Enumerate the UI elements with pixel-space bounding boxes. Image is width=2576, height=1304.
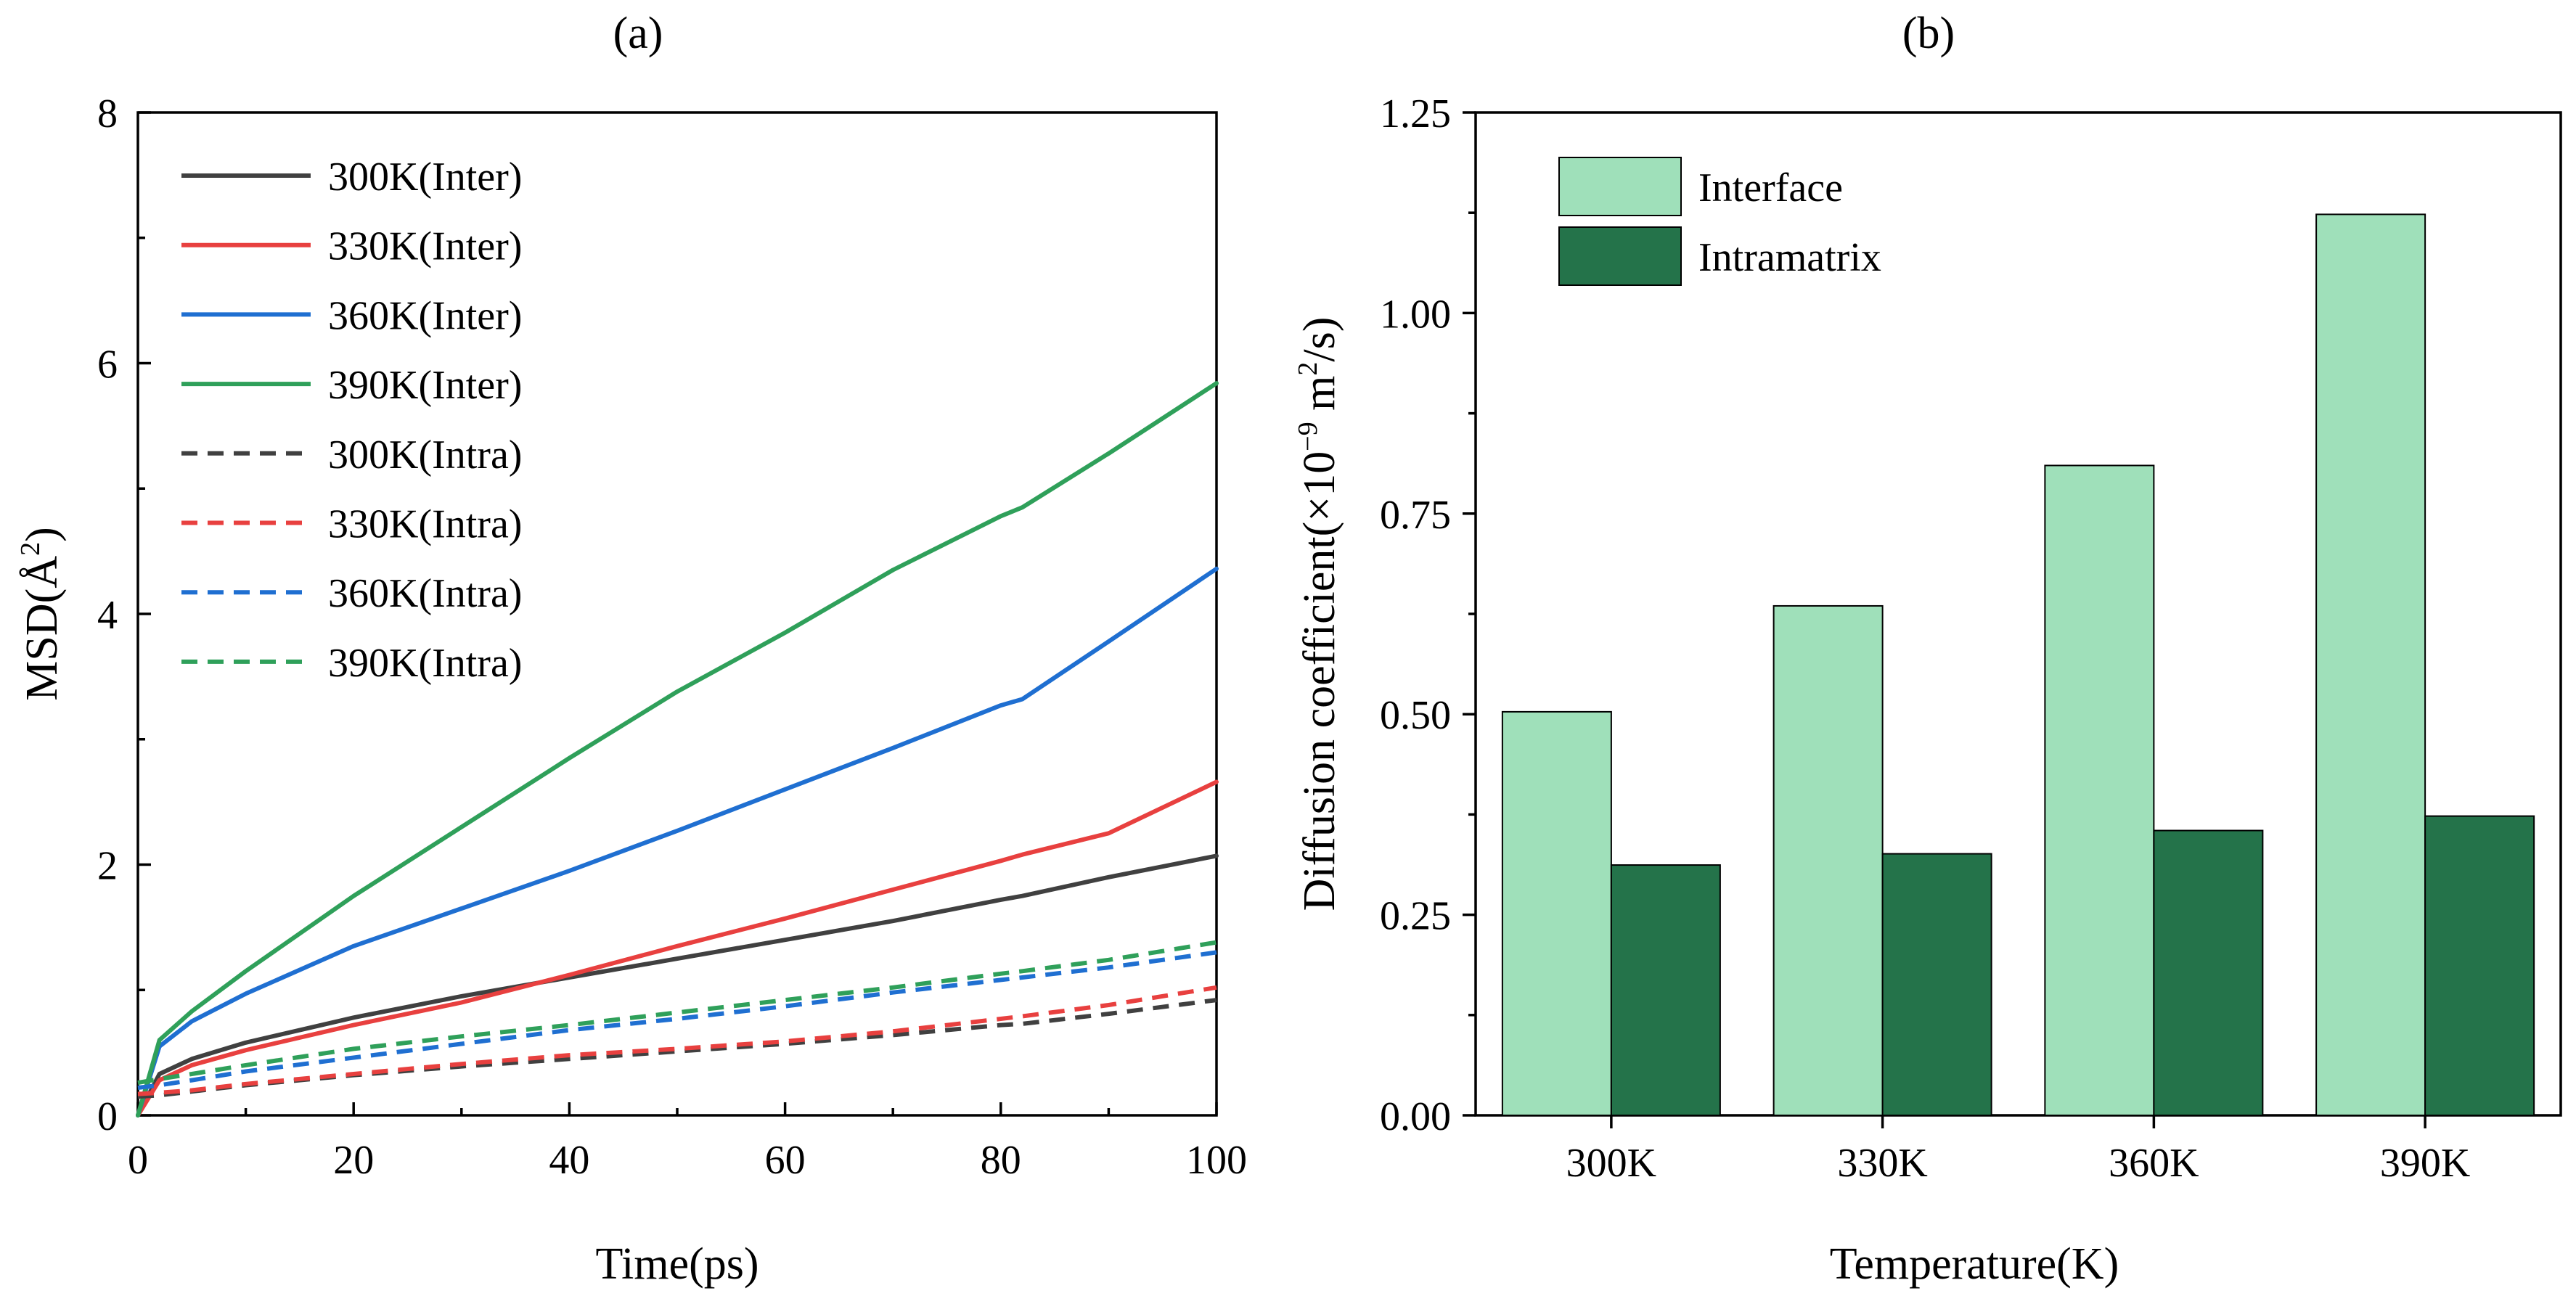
panel-a-x-tick-label: 0 bbox=[128, 1138, 148, 1183]
panel-a-x-tick-label: 100 bbox=[1186, 1138, 1247, 1183]
panel-b-y-tick-label: 0.25 bbox=[1380, 894, 1451, 939]
panel-b-x-tick-label: 330K bbox=[1837, 1141, 1927, 1186]
legend-swatch-intramatrix bbox=[1558, 226, 1682, 286]
series-line-390k-intra bbox=[137, 940, 1217, 1086]
bar-intramatrix-360k bbox=[2153, 829, 2264, 1116]
series-line-360k-intra bbox=[137, 950, 1217, 1090]
panel-a-x-tick-label: 40 bbox=[549, 1138, 589, 1183]
bar-intramatrix-300k bbox=[1610, 864, 1721, 1117]
panel-b-label: (b) bbox=[1902, 9, 1955, 58]
legend-label-360k-intra: 360K(Intra) bbox=[328, 571, 522, 616]
legend-label-intramatrix: Intramatrix bbox=[1698, 235, 1881, 280]
panel-a-series-group bbox=[136, 381, 1219, 1118]
legend-label-390k-inter: 390K(Inter) bbox=[328, 363, 522, 408]
panel-a-x-tick-label: 60 bbox=[765, 1138, 806, 1183]
panel-a-y-tick-label: 2 bbox=[97, 844, 118, 889]
panel-a-x-tick-label: 20 bbox=[333, 1138, 374, 1183]
legend-label-300k-inter: 300K(Inter) bbox=[328, 155, 522, 200]
series-line-360k-inter bbox=[136, 566, 1219, 1118]
panel-b-legend: Interface Intramatrix bbox=[1558, 157, 1881, 286]
panel-b-x-tick-label: 300K bbox=[1566, 1141, 1656, 1186]
panel-b-x-tick-label: 360K bbox=[2109, 1141, 2199, 1186]
panel-b-y-tick-label: 0.75 bbox=[1380, 493, 1451, 538]
panel-b-y-axis-title: Diffusion coefficient(×10−9 m2/s) bbox=[1293, 317, 1344, 911]
legend-label-360k-inter: 360K(Inter) bbox=[328, 293, 522, 338]
panel-b-y-tick-label: 1.00 bbox=[1380, 292, 1451, 337]
legend-label-330k-intra: 330K(Intra) bbox=[328, 502, 522, 547]
bar-interface-390k bbox=[2315, 213, 2426, 1116]
panel-a-legend: 300K(Inter) 330K(Inter) 360K(Inter) 390K(In… bbox=[181, 155, 522, 686]
panel-b-y-tick-label: 1.25 bbox=[1380, 91, 1451, 136]
legend-label-390k-intra: 390K(Intra) bbox=[328, 641, 522, 686]
panel-b-ticks: 0.00 0.25 0.50 0.75 1.00 1.25 300K 330K 360K 390K bbox=[1380, 91, 2470, 1186]
panel-a-label: (a) bbox=[613, 9, 663, 58]
bar-interface-330k bbox=[1772, 604, 1884, 1116]
panel-b-x-tick-label: 390K bbox=[2380, 1141, 2470, 1186]
legend-swatch-interface bbox=[1558, 157, 1682, 216]
panel-a-x-axis-title: Time(ps) bbox=[595, 1239, 759, 1289]
series-line-330k-inter bbox=[136, 779, 1219, 1118]
panel-b-bar-chart: (b) 0.00 0.25 0.50 0.75 1.00 1.25 300K 330K 360K… bbox=[1293, 9, 2562, 1289]
series-line-390k-inter bbox=[136, 381, 1219, 1118]
bar-intramatrix-390k bbox=[2424, 815, 2535, 1116]
panel-a-x-tick-label: 80 bbox=[981, 1138, 1021, 1183]
bar-intramatrix-330k bbox=[1881, 853, 1992, 1116]
bar-interface-360k bbox=[2044, 464, 2155, 1116]
legend-label-interface: Interface bbox=[1698, 165, 1843, 210]
panel-a-y-tick-label: 4 bbox=[97, 593, 118, 638]
panel-b-bars-group bbox=[1501, 213, 2535, 1117]
panel-a-y-tick-label: 0 bbox=[97, 1094, 118, 1139]
panel-a-y-axis-title: MSD(Å2) bbox=[15, 527, 67, 700]
series-line-300k-intra bbox=[137, 998, 1217, 1099]
panel-b-y-tick-label: 0.00 bbox=[1380, 1094, 1451, 1139]
legend-label-330k-inter: 330K(Inter) bbox=[328, 224, 522, 269]
panel-a-ticks: 0 20 40 60 80 100 0 2 4 6 8 bbox=[97, 91, 1247, 1183]
panel-b-x-axis-title: Temperature(K) bbox=[1830, 1239, 2119, 1289]
panel-b-y-tick-label: 0.50 bbox=[1380, 693, 1451, 738]
panel-a-y-tick-label: 8 bbox=[97, 91, 118, 136]
bar-interface-300k bbox=[1501, 710, 1612, 1116]
series-line-300k-inter bbox=[136, 853, 1219, 1118]
panel-a-y-tick-label: 6 bbox=[97, 343, 118, 387]
series-line-330k-intra bbox=[137, 985, 1217, 1096]
legend-label-300k-intra: 300K(Intra) bbox=[328, 432, 522, 477]
panel-a-line-chart: (a) 0 20 40 60 80 100 0 2 4 6 8 300K(Inter) 330K(In… bbox=[15, 9, 1247, 1289]
